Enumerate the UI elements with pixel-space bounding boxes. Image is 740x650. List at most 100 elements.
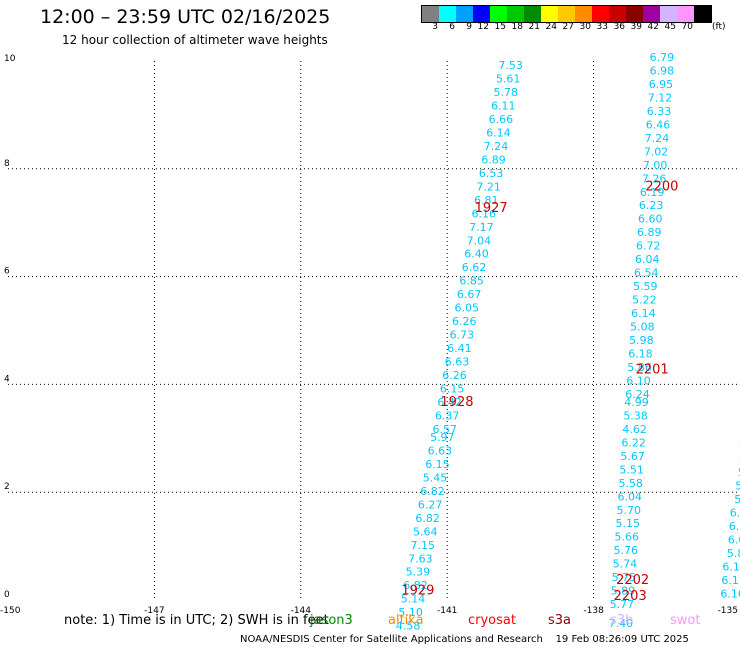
legend-label: 12 [477, 22, 489, 32]
satellite-label-cryosat: cryosat [468, 613, 516, 628]
wave-height-value: 7.40 [609, 617, 634, 630]
wave-height-value: 5.61 [496, 73, 521, 86]
legend-label: 70 [681, 22, 693, 32]
wave-height-value: 6.10 [626, 374, 651, 387]
legend-swatch [592, 6, 609, 22]
wave-height-value: 5.08 [630, 321, 655, 334]
footer-credit: NOAA/NESDIS Center for Satellite Applica… [240, 634, 689, 645]
wave-height-value: 6.41 [447, 342, 472, 355]
wave-height-value: 6.19 [640, 186, 665, 199]
color-legend [421, 5, 712, 23]
wave-height-value: 5.64 [413, 525, 438, 538]
legend-swatch [643, 6, 660, 22]
legend-swatch [473, 6, 490, 22]
legend-swatch [609, 6, 626, 22]
wave-height-value: 5.58 [618, 477, 643, 490]
legend-swatch [541, 6, 558, 22]
time-label: 1929 [401, 584, 434, 599]
wave-height-value: 5.22 [632, 294, 657, 307]
wave-height-value: 5.45 [423, 471, 448, 484]
wave-height-value: 5.15 [616, 517, 641, 530]
wave-height-value: 6.82 [420, 485, 445, 498]
wave-height-value: 6.22 [621, 436, 646, 449]
x-tick-label: -141 [437, 606, 457, 616]
wave-height-value: 5.89 [611, 585, 636, 598]
legend-label: 9 [466, 22, 472, 32]
legend-swatch [439, 6, 456, 22]
wave-height-value: 5.97 [430, 431, 455, 444]
legend-swatch [677, 6, 694, 22]
legend-swatch [575, 6, 592, 22]
wave-height-value: 6.57 [433, 423, 458, 436]
legend-swatch [490, 6, 507, 22]
wave-height-value: 5.78 [494, 86, 519, 99]
y-tick-label: 2 [4, 482, 10, 492]
legend-label: 15 [494, 22, 506, 32]
satellite-label-s3a: s3a [548, 613, 572, 628]
wave-height-value: 6.15 [440, 382, 465, 395]
wave-height-value: 6 [739, 439, 740, 452]
legend-swatch [660, 6, 677, 22]
note-text: note: 1) Time is in UTC; 2) SWH is in fe… [64, 613, 329, 628]
note-row: note: 1) Time is in UTC; 2) SWH is in fe… [0, 613, 740, 631]
wave-height-value: 5.75 [612, 571, 637, 584]
legend-label: 45 [664, 22, 676, 32]
satellite-label-s3b: s3b [610, 613, 634, 628]
wave-height-value: 7.24 [484, 140, 509, 153]
wave-height-value: 6.14 [486, 126, 511, 139]
wave-height-value: 6.60 [638, 213, 663, 226]
wave-height-value: 5.70 [616, 504, 641, 517]
time-label: 2203 [614, 589, 647, 604]
wave-height-value: 6.04 [635, 253, 660, 266]
wave-height-value: 6.98 [650, 64, 675, 77]
legend-swatch [422, 6, 439, 22]
y-tick-label: 10 [4, 54, 16, 64]
wave-height-value: 6.40 [464, 248, 489, 261]
legend-label: 21 [528, 22, 540, 32]
legend-swatch [626, 6, 643, 22]
legend-label: 39 [630, 22, 642, 32]
wave-height-value: 6.18 [628, 347, 653, 360]
wave-height-value: 6.95 [649, 78, 674, 91]
x-tick-label: -150 [0, 606, 21, 616]
x-tick-label: -144 [291, 606, 312, 616]
wave-height-value: 5.38 [623, 409, 648, 422]
time-label: 2200 [645, 179, 678, 194]
wave-height-value: 6.15 [425, 458, 450, 471]
legend-label: 42 [647, 22, 659, 32]
wave-height-value: 7.00 [643, 159, 668, 172]
wave-height-value: 6.54 [634, 267, 659, 280]
wave-height-value: 5. [734, 493, 740, 506]
wave-height-value: 6.89 [637, 226, 662, 239]
legend-swatch [558, 6, 575, 22]
wave-height-value: 6.82 [415, 512, 440, 525]
wave-height-value: 7.53 [498, 59, 523, 72]
wave-height-value: 6.04 [617, 490, 642, 503]
legend-swatch [507, 6, 524, 22]
wave-height-value: 5.76 [614, 544, 639, 557]
wave-height-value: 6.16 [720, 587, 740, 600]
wave-height-value: 7.04 [467, 234, 492, 247]
satellite-label-jason3: jason3 [310, 613, 353, 628]
wave-height-value: 6.42 [437, 396, 462, 409]
wave-height-value: 6.17 [721, 574, 740, 587]
wave-height-value: 6.66 [489, 113, 514, 126]
wave-height-value: 6.11 [491, 100, 516, 113]
wave-height-value: 4.58 [396, 620, 421, 633]
wave-height-value: 7.63 [408, 552, 433, 565]
satellite-label-swot: swot [670, 613, 701, 628]
wave-height-value: 5.66 [615, 531, 640, 544]
wave-height-value: 6.62 [462, 261, 487, 274]
wave-height-value: 5.74 [613, 558, 638, 571]
color-legend-unit: (ft) [712, 22, 726, 32]
legend-label: 6 [449, 22, 455, 32]
legend-swatch [456, 6, 473, 22]
legend-swatch [524, 6, 541, 22]
wave-height-value: 6.27 [418, 498, 443, 511]
wave-height-value: 6.85 [459, 275, 484, 288]
legend-label: 30 [579, 22, 591, 32]
legend-label: 3 [432, 22, 438, 32]
wave-height-value: 4.99 [624, 396, 649, 409]
wave-height-value: 6.24 [625, 388, 650, 401]
